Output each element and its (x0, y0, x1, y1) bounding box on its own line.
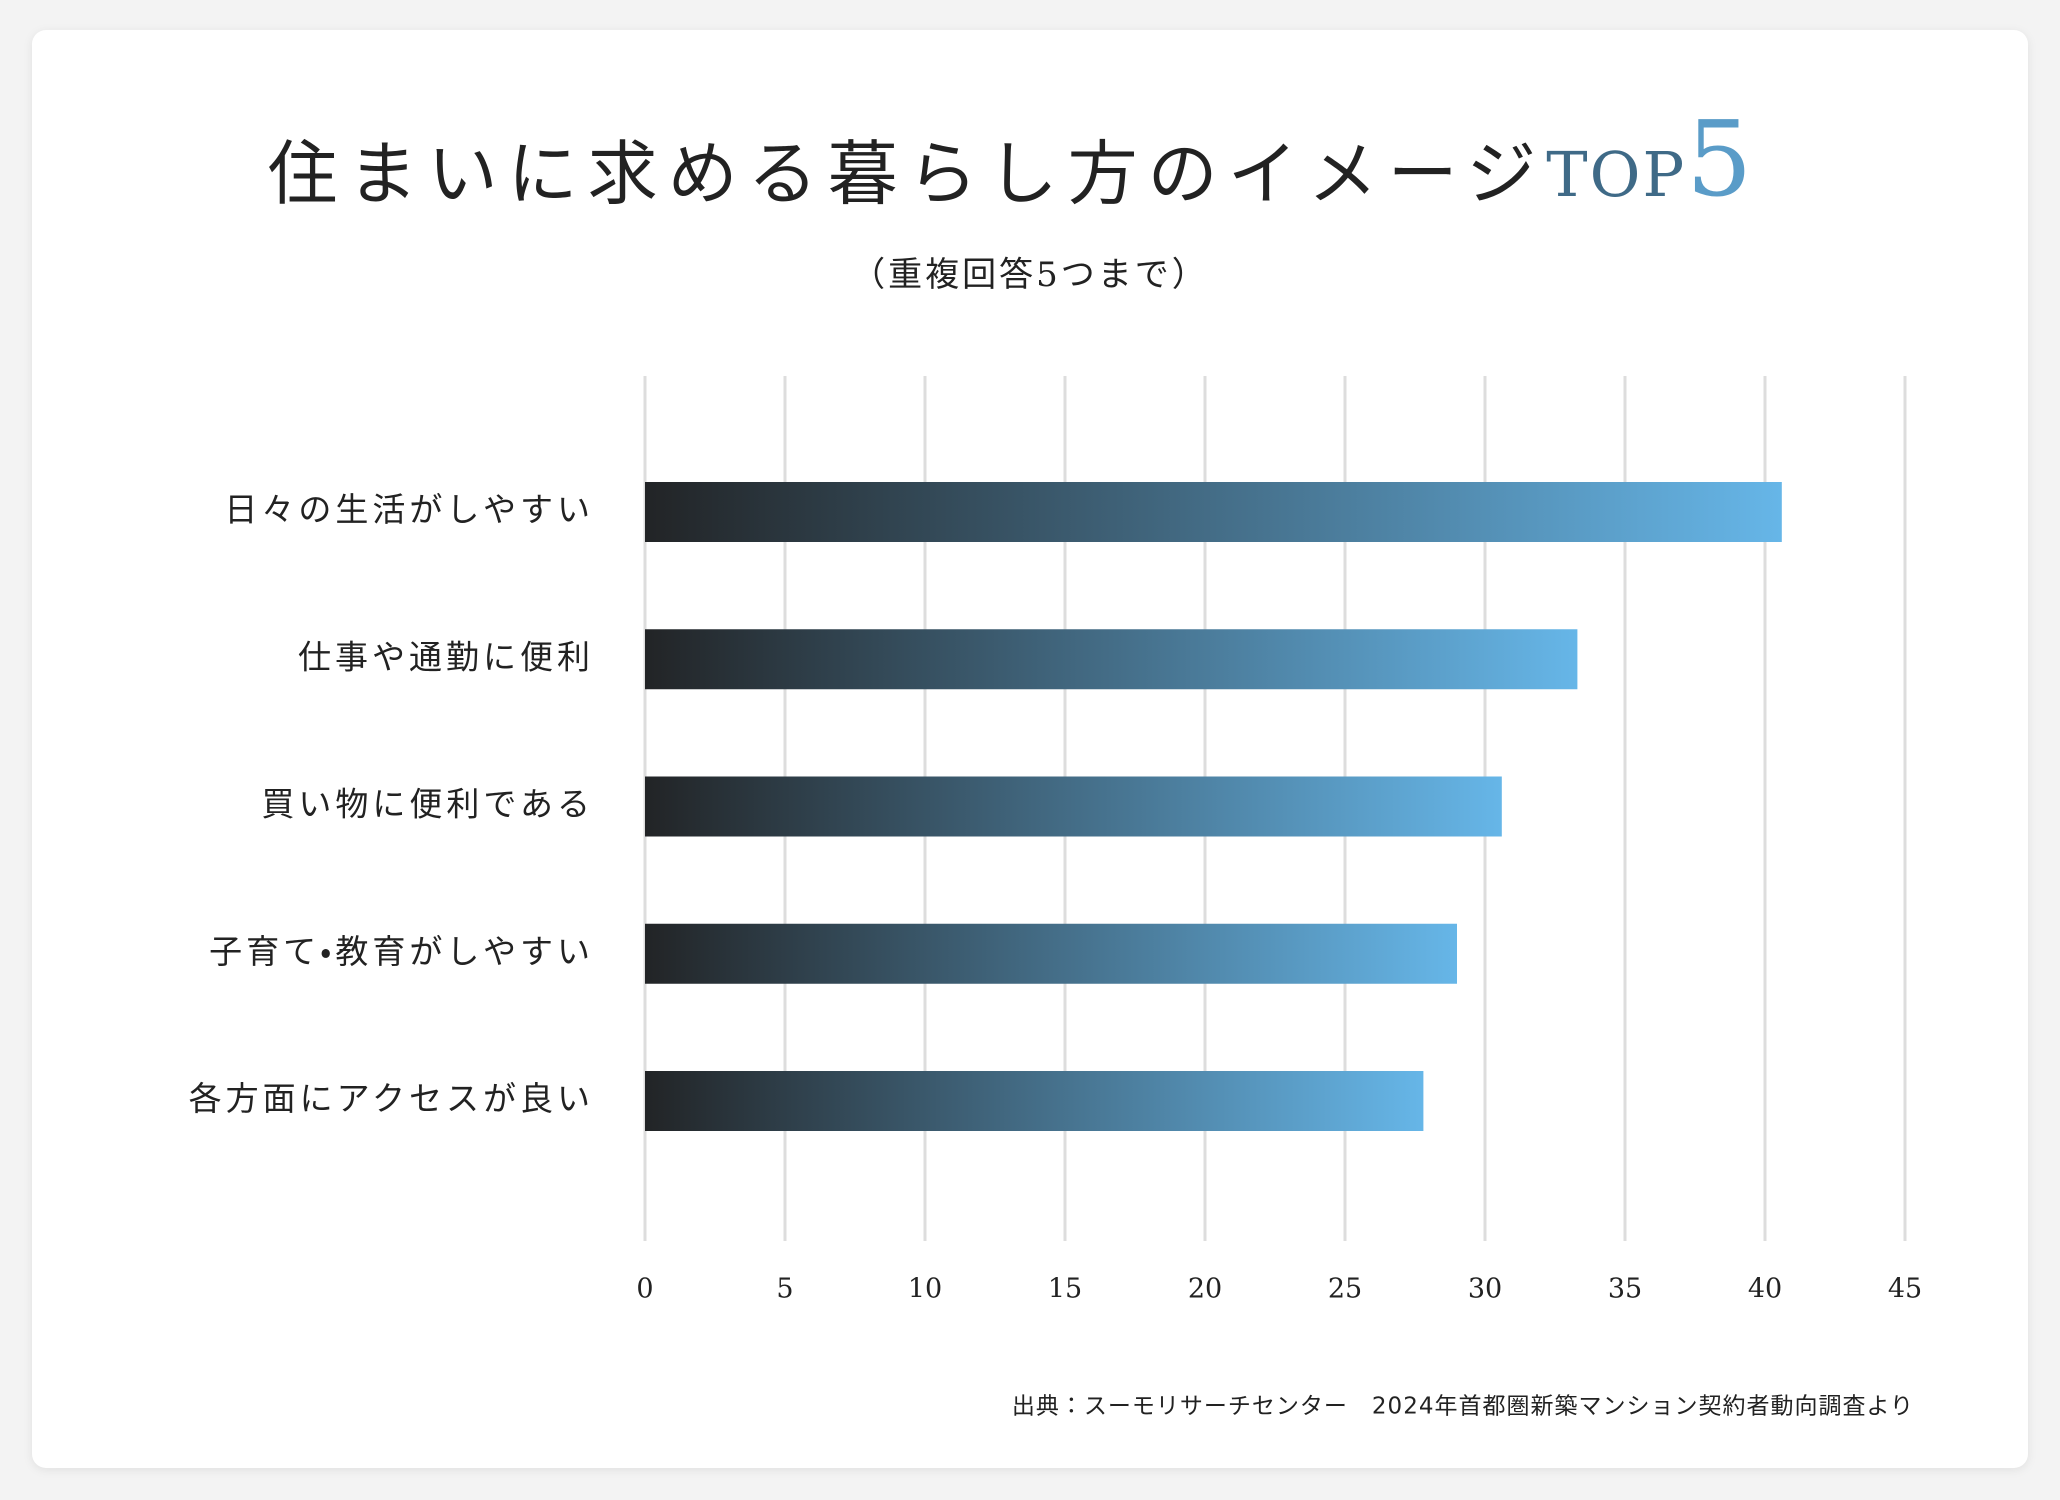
y-tick-label: 子育て・教育がしやすい (209, 932, 594, 971)
x-tick-label: 40 (1748, 1274, 1782, 1305)
y-tick-label: 各方面にアクセスが良い (189, 1079, 594, 1118)
x-tick-label: 10 (908, 1274, 942, 1305)
title-badge: TOP (1546, 138, 1686, 211)
bar (645, 923, 1457, 984)
x-tick-label: 35 (1608, 1274, 1642, 1305)
x-tick-label: 15 (1048, 1274, 1082, 1305)
x-tick-label: 45 (1888, 1274, 1922, 1305)
x-tick-label: 30 (1468, 1274, 1502, 1305)
source: 出典：スーモリサーチセンター 2024年首都圏新築マンション契約者動向調査より (1012, 1394, 1914, 1420)
title-main: 住まいに求める暮らし方のイメージ (268, 133, 1547, 215)
x-tick-label: 5 (776, 1274, 793, 1305)
bar (645, 776, 1502, 837)
bar (645, 1071, 1424, 1131)
bar (645, 482, 1782, 542)
subtitle: （重複回答5つまで） (851, 255, 1209, 295)
title-number: 5 (1686, 98, 1762, 220)
x-tick-label: 20 (1188, 1274, 1222, 1305)
y-tick-label: 日々の生活がしやすい (224, 490, 594, 529)
card (32, 30, 2028, 1468)
x-tick-label: 0 (636, 1274, 653, 1305)
y-tick-label: 仕事や通勤に便利 (298, 637, 594, 676)
bar (645, 629, 1578, 690)
x-tick-label: 25 (1328, 1274, 1362, 1305)
chart-title: 住まいに求める暮らし方のイメージTOP5 (268, 98, 1763, 220)
y-tick-label: 買い物に便利である (261, 785, 594, 824)
